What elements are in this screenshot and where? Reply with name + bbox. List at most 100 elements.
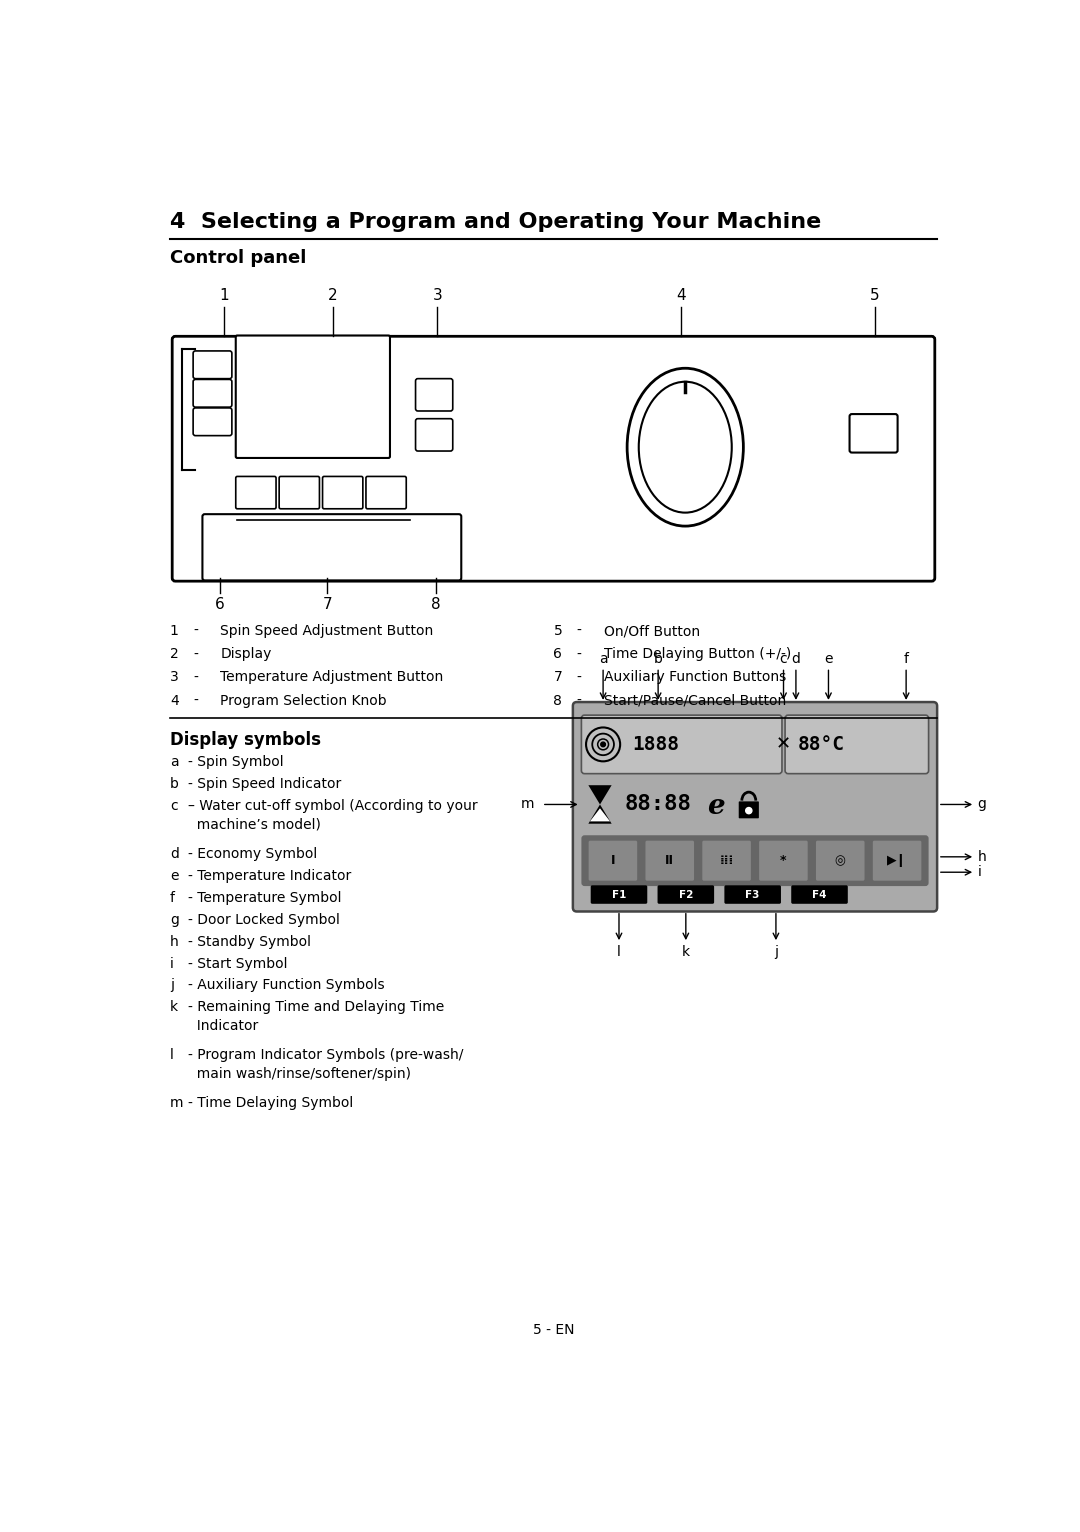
Text: -: - [193, 648, 198, 662]
Text: machine’s model): machine’s model) [188, 818, 321, 832]
Text: -: - [193, 624, 198, 639]
Text: 6: 6 [554, 648, 563, 662]
Text: j: j [774, 945, 778, 959]
FancyBboxPatch shape [581, 835, 929, 885]
FancyBboxPatch shape [581, 715, 782, 774]
Text: 88:88: 88:88 [625, 795, 691, 815]
Text: ▶❙: ▶❙ [887, 855, 907, 867]
Text: g: g [170, 913, 179, 927]
Text: i: i [977, 866, 982, 879]
Text: - Spin Speed Indicator: - Spin Speed Indicator [188, 777, 341, 791]
FancyBboxPatch shape [658, 885, 714, 904]
FancyBboxPatch shape [589, 841, 637, 881]
Text: 1: 1 [219, 288, 229, 303]
Text: e: e [170, 869, 178, 882]
FancyBboxPatch shape [366, 476, 406, 509]
Text: 5: 5 [554, 624, 563, 639]
Text: - Temperature Indicator: - Temperature Indicator [188, 869, 351, 882]
Text: e: e [824, 651, 833, 666]
Text: Indicator: Indicator [188, 1019, 258, 1033]
Text: -: - [193, 671, 198, 685]
FancyBboxPatch shape [873, 841, 921, 881]
FancyBboxPatch shape [279, 476, 320, 509]
Text: f: f [904, 651, 908, 666]
Text: g: g [977, 798, 986, 812]
FancyBboxPatch shape [816, 841, 864, 881]
Text: F2: F2 [678, 890, 693, 899]
Ellipse shape [627, 368, 743, 525]
FancyBboxPatch shape [235, 336, 390, 458]
Text: Spin Speed Adjustment Button: Spin Speed Adjustment Button [220, 624, 433, 639]
Polygon shape [589, 786, 611, 824]
Text: 4: 4 [170, 694, 178, 708]
FancyBboxPatch shape [202, 515, 461, 581]
Text: f: f [170, 890, 175, 905]
Text: Control panel: Control panel [170, 248, 307, 267]
Text: - Start Symbol: - Start Symbol [188, 956, 287, 971]
Text: j: j [170, 979, 174, 993]
Text: F4: F4 [812, 890, 827, 899]
Text: 88°C: 88°C [797, 735, 845, 754]
Text: – Water cut-off symbol (According to your: – Water cut-off symbol (According to you… [188, 800, 477, 813]
FancyBboxPatch shape [702, 841, 751, 881]
Text: a: a [598, 651, 607, 666]
Text: l: l [617, 945, 621, 959]
Text: ⁞⁞⁞: ⁞⁞⁞ [719, 855, 733, 867]
Text: Display: Display [220, 648, 272, 662]
Text: - Time Delaying Symbol: - Time Delaying Symbol [188, 1095, 353, 1109]
Text: II: II [665, 855, 674, 867]
FancyBboxPatch shape [193, 408, 232, 435]
Text: Time Delaying Button (+/-): Time Delaying Button (+/-) [604, 648, 792, 662]
Text: 5 - EN: 5 - EN [532, 1322, 575, 1336]
Text: Display symbols: Display symbols [170, 731, 321, 749]
Text: - Temperature Symbol: - Temperature Symbol [188, 890, 341, 905]
FancyBboxPatch shape [572, 702, 937, 912]
Text: 4: 4 [676, 288, 686, 303]
Text: Temperature Adjustment Button: Temperature Adjustment Button [220, 671, 444, 685]
Text: Auxiliary Function Buttons: Auxiliary Function Buttons [604, 671, 786, 685]
Text: On/Off Button: On/Off Button [604, 624, 700, 639]
Text: - Door Locked Symbol: - Door Locked Symbol [188, 913, 339, 927]
FancyBboxPatch shape [850, 414, 897, 452]
Circle shape [600, 741, 606, 746]
Text: 7: 7 [323, 596, 332, 611]
FancyBboxPatch shape [416, 378, 453, 411]
Text: Start/Pause/Cancel Button: Start/Pause/Cancel Button [604, 694, 786, 708]
Text: c: c [780, 651, 787, 666]
Text: ✕: ✕ [775, 735, 791, 754]
Text: main wash/rinse/softener/spin): main wash/rinse/softener/spin) [188, 1066, 410, 1082]
Text: 8: 8 [431, 596, 441, 611]
FancyBboxPatch shape [759, 841, 808, 881]
Circle shape [745, 807, 752, 813]
Text: k: k [170, 1000, 178, 1014]
Text: *: * [780, 855, 786, 867]
Text: -: - [193, 694, 198, 708]
Text: m: m [521, 798, 535, 812]
Text: ◎: ◎ [835, 855, 846, 867]
Ellipse shape [638, 381, 732, 513]
Text: 7: 7 [554, 671, 563, 685]
Text: i: i [170, 956, 174, 971]
Text: l: l [170, 1048, 174, 1062]
Text: Program Selection Knob: Program Selection Knob [220, 694, 387, 708]
Text: 3: 3 [432, 288, 442, 303]
Text: -: - [577, 671, 582, 685]
FancyBboxPatch shape [193, 380, 232, 408]
Text: h: h [977, 850, 986, 864]
Text: - Economy Symbol: - Economy Symbol [188, 847, 316, 861]
Polygon shape [590, 809, 610, 821]
Text: b: b [170, 777, 179, 791]
FancyBboxPatch shape [591, 885, 647, 904]
Text: 5: 5 [870, 288, 880, 303]
Text: d: d [792, 651, 800, 666]
FancyBboxPatch shape [323, 476, 363, 509]
FancyBboxPatch shape [792, 885, 848, 904]
Text: 6: 6 [215, 596, 225, 611]
Text: a: a [170, 755, 178, 769]
Text: m: m [170, 1095, 184, 1109]
FancyBboxPatch shape [646, 841, 694, 881]
FancyBboxPatch shape [785, 715, 929, 774]
Text: 3: 3 [170, 671, 178, 685]
Text: d: d [170, 847, 179, 861]
Text: 4  Selecting a Program and Operating Your Machine: 4 Selecting a Program and Operating Your… [170, 213, 821, 233]
